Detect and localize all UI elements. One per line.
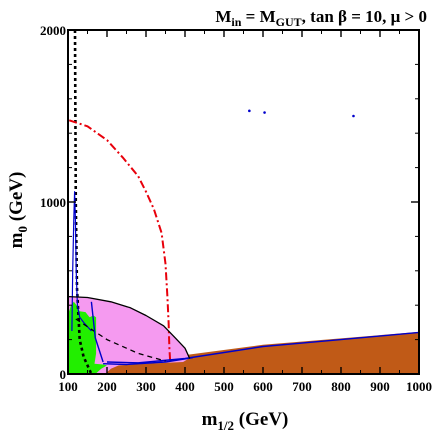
y-axis-label: m0 (GeV)	[6, 172, 30, 249]
contour-line-red-1	[68, 119, 172, 363]
scatter-markers	[248, 109, 355, 118]
contour-line-black-6	[75, 318, 166, 362]
x-tick-label: 800	[331, 379, 351, 394]
region-pink	[68, 296, 189, 374]
x-tick-label: 300	[136, 379, 156, 394]
contour-line-blue-3	[106, 331, 420, 364]
contour-line-black-5	[68, 295, 191, 359]
contour-line-blue-7	[90, 301, 104, 363]
x-tick-label: 900	[370, 379, 390, 394]
x-tick-label: 1000	[406, 379, 432, 394]
chart-title: Min = MGUT, tan β = 10, μ > 0	[215, 7, 427, 29]
marker-0	[352, 114, 355, 118]
contour-line-black-0	[73, 29, 93, 375]
x-tick-label: 500	[214, 379, 234, 394]
y-tick-label: 1000	[40, 195, 66, 210]
y-tick-label: 0	[60, 367, 67, 382]
x-axis-label: m1/2 (GeV)	[202, 409, 289, 433]
marker-1	[263, 111, 266, 114]
contour-line-blue-4	[103, 357, 193, 366]
x-tick-label: 200	[97, 379, 117, 394]
x-tick-label: 100	[58, 379, 78, 394]
x-tick-label: 400	[175, 379, 195, 394]
y-tick-label: 2000	[40, 23, 66, 38]
contour-lines	[68, 29, 420, 375]
x-tick-label: 600	[253, 379, 273, 394]
contour-line-blue-2	[71, 191, 92, 332]
marker-2	[248, 109, 251, 113]
axis-ticks: 100 200 300 400 500 600 700 800 900 1000 0 1000 2000	[40, 23, 432, 394]
x-tick-label: 700	[292, 379, 312, 394]
region-brown	[83, 331, 419, 374]
